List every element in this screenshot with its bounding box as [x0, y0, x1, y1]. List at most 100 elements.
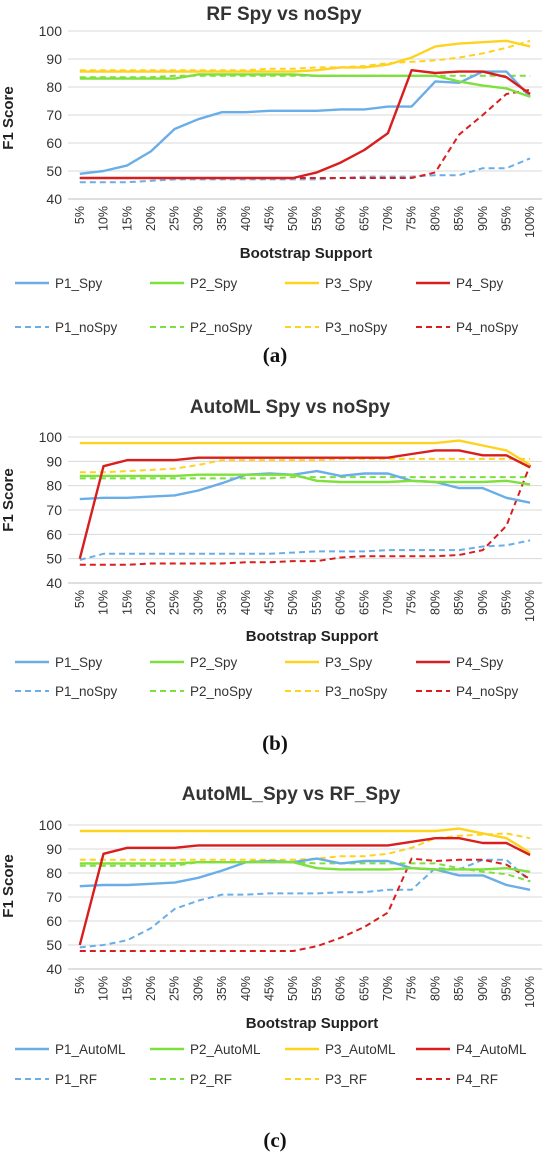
- x-tick-label: 25%: [168, 206, 182, 231]
- x-tick-labels: 5% 10% 15% 20% 25% 30% 35% 40% 45% 50% 55% 60% 65% 70…: [73, 206, 537, 238]
- x-tick-label: 20%: [144, 976, 158, 1001]
- x-tick-label: 45%: [262, 206, 276, 231]
- series-line-p3-spy: [79, 439, 531, 467]
- x-tick-label: 95%: [499, 206, 513, 231]
- y-tick-label: 50: [46, 551, 62, 567]
- chart-title: AutoML Spy vs noSpy: [190, 397, 391, 418]
- x-tick-label: 90%: [476, 590, 490, 615]
- x-tick-label: 5%: [73, 976, 87, 994]
- x-tick-label: 10%: [97, 976, 111, 1001]
- legend-label: P4_RF: [456, 1072, 498, 1087]
- y-axis-label: F1 Score: [0, 86, 17, 149]
- x-tick-label: 30%: [191, 976, 205, 1001]
- legend-label: P4_noSpy: [456, 684, 519, 699]
- legend-label: P4_AutoML: [456, 1042, 527, 1057]
- legend-label: P1_noSpy: [55, 320, 118, 335]
- x-tick-label: 45%: [262, 976, 276, 1001]
- x-tick-label: 85%: [452, 976, 466, 1001]
- legend-label: P3_Spy: [325, 276, 373, 291]
- legend-label: P2_noSpy: [190, 684, 253, 699]
- panel-label: (c): [263, 1128, 286, 1152]
- x-tick-label: 50%: [286, 590, 300, 615]
- series-line-p1-nospy: [79, 539, 531, 561]
- x-tick-label: 70%: [381, 590, 395, 615]
- series-line-p4-nospy: [79, 88, 531, 179]
- series-line-p2-spy: [79, 73, 531, 98]
- x-axis-label: Bootstrap Support: [240, 245, 373, 262]
- y-tick-label: 90: [46, 453, 62, 469]
- x-tick-label: 30%: [191, 206, 205, 231]
- series-line-p2-rf: [79, 861, 531, 883]
- legend-label: P3_RF: [325, 1072, 367, 1087]
- x-tick-label: 80%: [428, 206, 442, 231]
- legend-label: P3_Spy: [325, 655, 373, 670]
- y-tick-label: 60: [46, 135, 62, 151]
- x-tick-label: 65%: [357, 976, 371, 1001]
- legend-label: P2_RF: [190, 1072, 232, 1087]
- x-tick-label: 40%: [239, 590, 253, 615]
- legend-label: P3_AutoML: [325, 1042, 396, 1057]
- y-tick-label: 80: [46, 478, 62, 494]
- x-tick-label: 30%: [191, 590, 205, 615]
- y-tick-label: 50: [46, 163, 62, 179]
- legend-label: P2_noSpy: [190, 320, 253, 335]
- x-tick-label: 85%: [452, 206, 466, 231]
- x-tick-label: 50%: [286, 206, 300, 231]
- series-line-p1-automl: [79, 857, 531, 891]
- gridlines: [68, 30, 542, 200]
- legend: P1_Spy P2_Spy P3_Spy P4_Spy P1_noSpy P2_noSpy…: [15, 276, 519, 335]
- y-axis-label: F1 Score: [0, 468, 17, 531]
- x-tick-label: 90%: [476, 206, 490, 231]
- series-lines: [78, 439, 532, 566]
- legend: P1_Spy P2_Spy P3_Spy P4_Spy P1_noSpy P2_noSpy…: [15, 655, 519, 699]
- series-line-p3-nospy: [79, 39, 531, 72]
- x-tick-label: 95%: [499, 976, 513, 1001]
- y-tick-label: 100: [39, 23, 63, 39]
- y-tick-label: 60: [46, 526, 62, 542]
- x-tick-labels: 5% 10% 15% 20% 25% 30% 35% 40% 45% 50% 55% 60% 65% 70…: [73, 976, 537, 1008]
- x-tick-label: 90%: [476, 976, 490, 1001]
- x-tick-label: 60%: [334, 976, 348, 1001]
- y-tick-label: 80: [46, 79, 62, 95]
- legend-label: P3_noSpy: [325, 320, 388, 335]
- x-tick-label: 10%: [97, 206, 111, 231]
- x-tick-label: 35%: [215, 976, 229, 1001]
- x-tick-label: 20%: [144, 206, 158, 231]
- y-tick-label: 70: [46, 889, 62, 905]
- x-tick-label: 100%: [523, 976, 537, 1008]
- y-tick-label: 40: [46, 575, 62, 591]
- series-line-p3-spy: [79, 39, 531, 73]
- series-line-p4-spy: [78, 449, 531, 559]
- y-tick-label: 90: [46, 51, 62, 67]
- chart-panel-b: AutoML Spy vs noSpy F1 Score Bootstrap S…: [0, 397, 542, 755]
- series-line-p1-spy: [79, 469, 531, 504]
- legend-label: P4_noSpy: [456, 320, 519, 335]
- x-tick-label: 25%: [168, 590, 182, 615]
- y-tick-label: 80: [46, 865, 62, 881]
- series-line-p4-nospy: [79, 464, 532, 566]
- x-axis-label: Bootstrap Support: [246, 628, 379, 645]
- y-tick-label: 70: [46, 502, 62, 518]
- series-line-p4-rf: [79, 857, 531, 952]
- legend-label: P1_RF: [55, 1072, 97, 1087]
- y-tick-label: 100: [39, 817, 63, 833]
- x-tick-label: 65%: [357, 206, 371, 231]
- legend-label: P2_Spy: [190, 655, 238, 670]
- x-tick-label: 75%: [405, 206, 419, 231]
- x-tick-label: 50%: [286, 976, 300, 1001]
- series-lines: [79, 39, 531, 184]
- x-tick-label: 70%: [381, 976, 395, 1001]
- series-line-p4-spy: [79, 68, 531, 180]
- y-tick-labels: 40 50 60 70 80 90 100: [39, 23, 63, 207]
- x-tick-label: 10%: [97, 590, 111, 615]
- x-tick-label: 20%: [144, 590, 158, 615]
- legend-label: P1_AutoML: [55, 1042, 126, 1057]
- x-tick-label: 15%: [120, 590, 134, 615]
- y-tick-label: 40: [46, 961, 62, 977]
- series-lines: [78, 827, 531, 952]
- x-tick-label: 95%: [499, 590, 513, 615]
- x-tick-label: 60%: [334, 590, 348, 615]
- legend-label: P1_Spy: [55, 655, 103, 670]
- x-tick-label: 55%: [310, 976, 324, 1001]
